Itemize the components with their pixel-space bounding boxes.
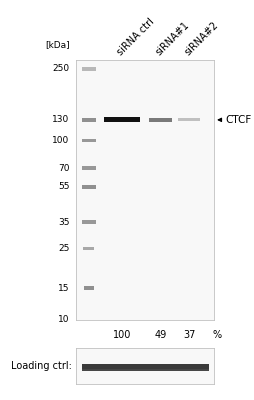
Bar <box>82 369 208 371</box>
Text: 130: 130 <box>52 115 69 124</box>
Text: 10: 10 <box>58 316 69 324</box>
Text: Loading ctrl:: Loading ctrl: <box>10 361 71 371</box>
Text: 100: 100 <box>112 330 131 340</box>
Bar <box>178 118 200 122</box>
Bar <box>82 220 96 224</box>
Text: 15: 15 <box>58 284 69 293</box>
Text: %: % <box>212 330 221 340</box>
Text: 100: 100 <box>52 136 69 145</box>
Text: 37: 37 <box>183 330 195 340</box>
Text: 25: 25 <box>58 244 69 253</box>
Text: 49: 49 <box>154 330 166 340</box>
Text: siRNA ctrl: siRNA ctrl <box>114 16 155 57</box>
Bar <box>82 138 96 142</box>
Bar <box>82 166 96 170</box>
Text: 55: 55 <box>58 182 69 192</box>
Bar <box>149 118 171 122</box>
Bar <box>82 66 96 71</box>
Text: 70: 70 <box>58 164 69 173</box>
Text: siRNA#2: siRNA#2 <box>182 20 219 57</box>
Text: 250: 250 <box>52 64 69 73</box>
Bar <box>84 286 93 290</box>
Bar <box>82 185 96 189</box>
Bar <box>104 117 139 122</box>
Text: 35: 35 <box>58 218 69 227</box>
Text: [kDa]: [kDa] <box>45 40 69 50</box>
Bar <box>82 364 208 371</box>
Bar <box>82 118 96 122</box>
Text: siRNA#1: siRNA#1 <box>153 20 190 57</box>
Text: CTCF: CTCF <box>224 115 250 125</box>
Bar <box>83 247 94 250</box>
